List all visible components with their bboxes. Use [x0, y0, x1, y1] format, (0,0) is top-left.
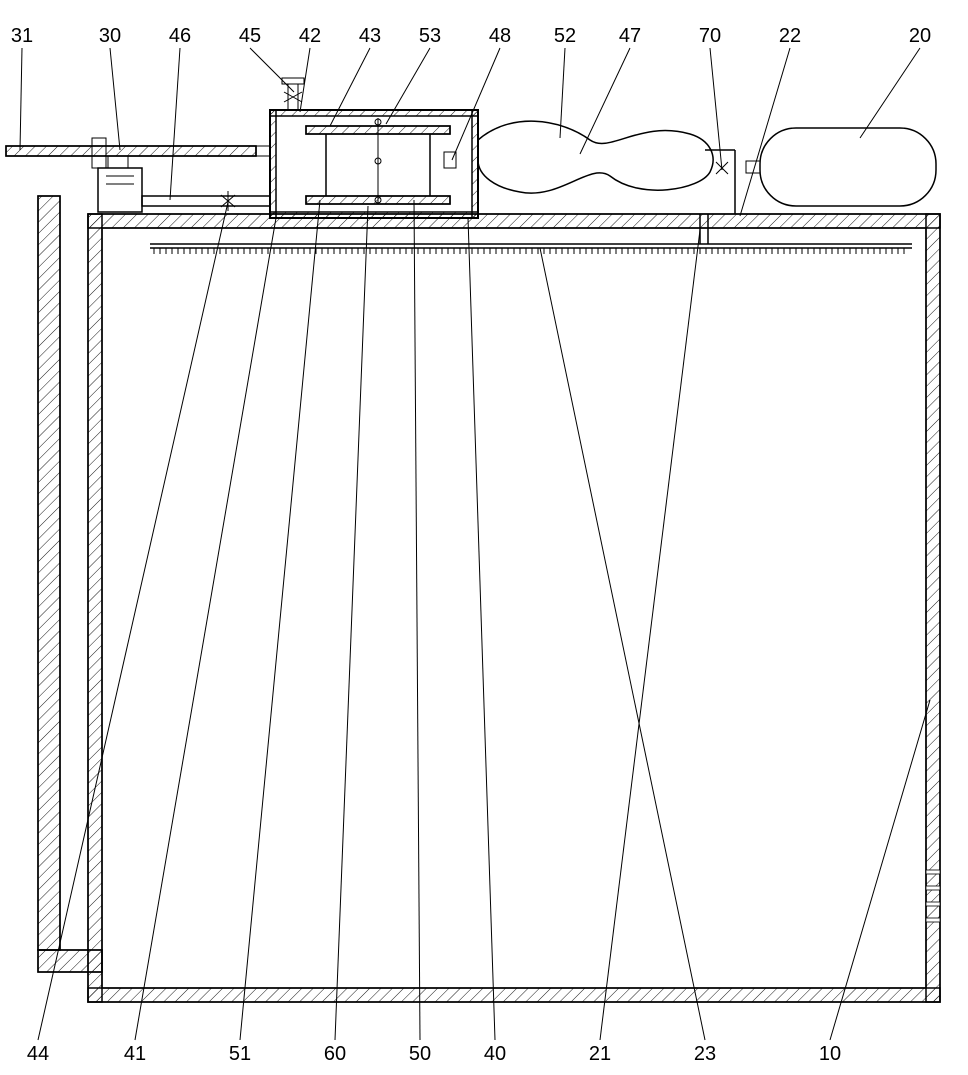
svg-text:53: 53 [419, 25, 441, 47]
svg-text:51: 51 [229, 1043, 251, 1065]
svg-text:31: 31 [11, 25, 33, 47]
svg-text:30: 30 [99, 25, 121, 47]
svg-text:48: 48 [489, 25, 511, 47]
engineering-diagram: 31 30 46 45 42 43 53 48 52 47 70 22 20 44 41 51 60 50 40 21… [0, 0, 968, 1075]
svg-text:23: 23 [694, 1043, 716, 1065]
svg-text:21: 21 [589, 1043, 611, 1065]
svg-text:41: 41 [124, 1043, 146, 1065]
svg-text:50: 50 [409, 1043, 431, 1065]
svg-text:10: 10 [819, 1043, 841, 1065]
svg-text:44: 44 [27, 1043, 49, 1065]
svg-text:45: 45 [239, 25, 261, 47]
svg-text:46: 46 [169, 25, 191, 47]
svg-text:20: 20 [909, 25, 931, 47]
svg-text:47: 47 [619, 25, 641, 47]
svg-text:22: 22 [779, 25, 801, 47]
svg-text:42: 42 [299, 25, 321, 47]
svg-text:43: 43 [359, 25, 381, 47]
svg-text:70: 70 [699, 25, 721, 47]
svg-text:60: 60 [324, 1043, 346, 1065]
svg-text:52: 52 [554, 25, 576, 47]
svg-text:40: 40 [484, 1043, 506, 1065]
